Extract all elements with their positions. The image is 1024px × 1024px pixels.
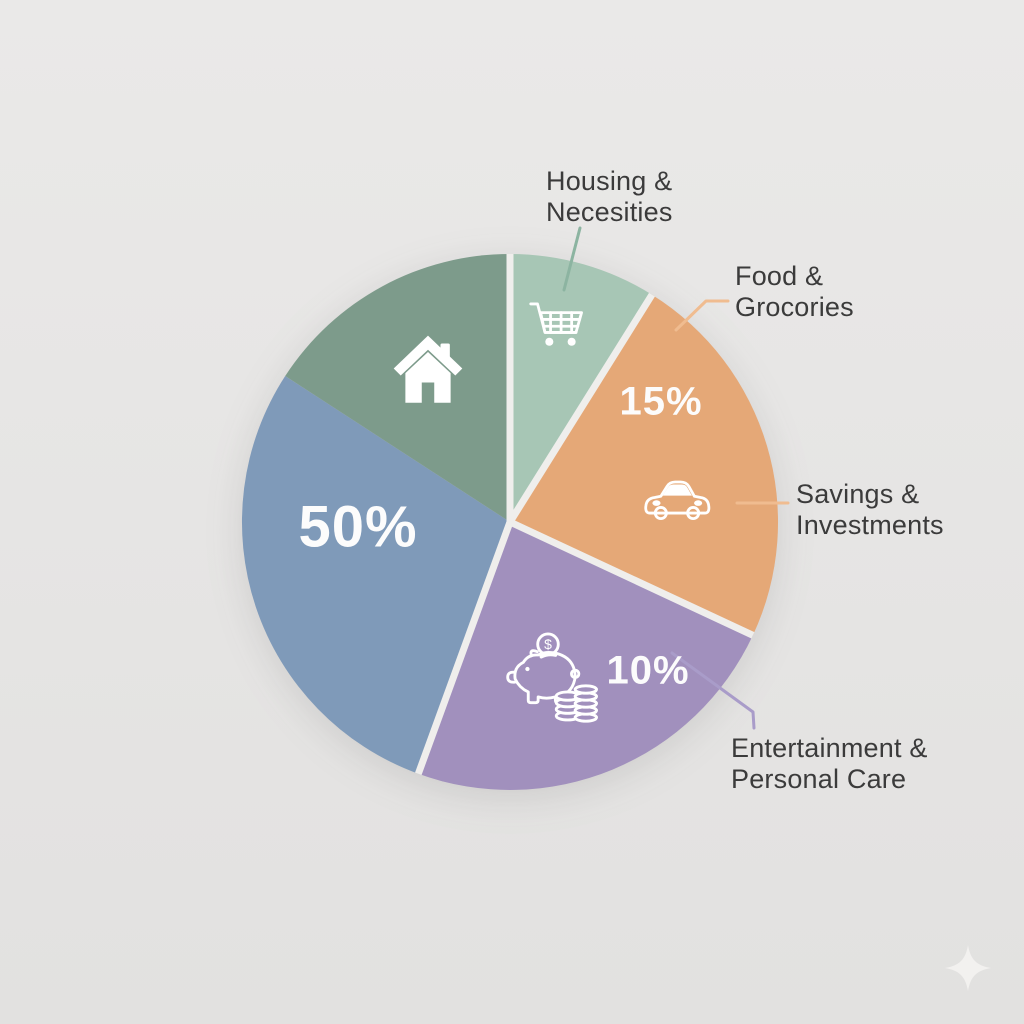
piggy-bank-icon: $	[497, 631, 599, 725]
label-housing-necessities: Housing & Necesities	[546, 166, 673, 228]
label-line: Housing &	[546, 166, 673, 196]
svg-text:$: $	[544, 636, 552, 652]
value-label-orange-slice: 15%	[619, 379, 703, 424]
slice-divider	[507, 292, 655, 524]
slice-divider	[508, 518, 755, 639]
car-icon	[642, 477, 712, 523]
label-line: Savings &	[796, 479, 920, 509]
slice-dividers	[415, 254, 755, 775]
slice-divider	[415, 520, 514, 775]
label-food-groceries: Food & Grocories	[735, 261, 854, 323]
leader-lines	[562, 226, 790, 730]
label-savings-investments: Savings & Investments	[796, 479, 944, 541]
label-line: Grocories	[735, 292, 854, 322]
value-label-purple-slice: 10%	[606, 648, 690, 693]
label-line: Necesities	[546, 197, 673, 227]
label-line: Personal Care	[731, 764, 907, 794]
pie-slice-purple	[418, 522, 753, 790]
pie-slice-dark-green	[285, 253, 510, 522]
shopping-cart-icon	[527, 298, 589, 353]
leader-line-food	[674, 299, 730, 332]
label-line: Food &	[735, 261, 824, 291]
label-line: Entertainment &	[731, 733, 928, 763]
label-line: Investments	[796, 510, 944, 540]
leader-line-entertainment	[670, 651, 756, 730]
sparkle-icon	[944, 944, 992, 992]
value-label-blue-slice: 50%	[298, 494, 418, 560]
leader-line-housing	[562, 226, 582, 292]
label-entertainment-personal-care: Entertainment & Personal Care	[731, 733, 928, 795]
house-icon	[389, 334, 467, 406]
pie-slice-blue	[241, 376, 510, 774]
pie-slice-cart-green	[510, 254, 652, 522]
